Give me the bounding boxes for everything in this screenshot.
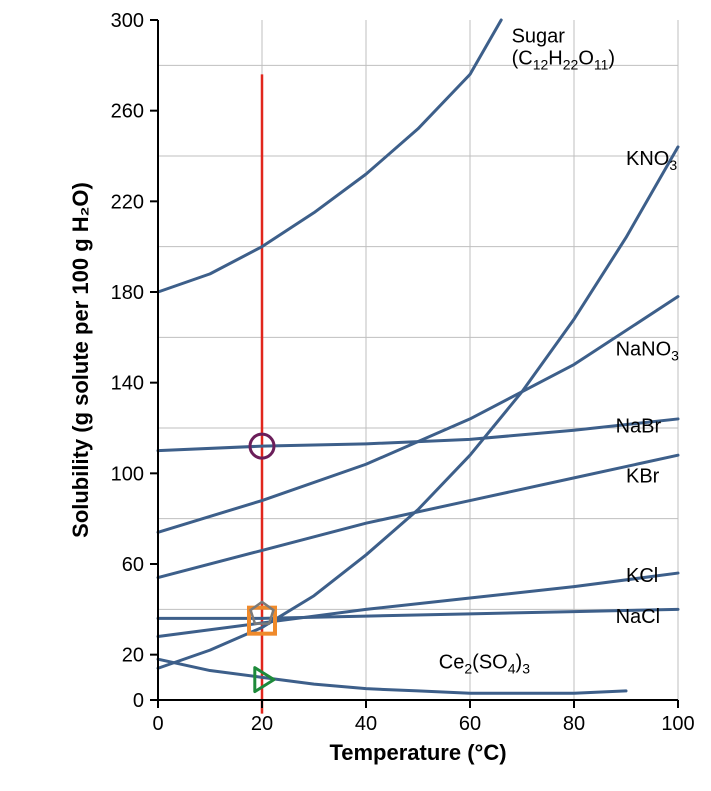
y-tick-label: 60: [122, 554, 144, 576]
x-tick-label: 40: [355, 713, 377, 735]
series-label-kbr: KBr: [626, 465, 660, 487]
y-tick-label: 300: [111, 10, 144, 32]
x-axis-label: Temperature (°C): [329, 740, 506, 765]
x-tick-label: 20: [251, 713, 273, 735]
y-tick-label: 0: [133, 690, 144, 712]
y-tick-label: 20: [122, 645, 144, 667]
y-tick-label: 100: [111, 463, 144, 485]
series-label-nacl: NaCl: [616, 606, 660, 628]
x-tick-label: 60: [459, 713, 481, 735]
y-tick-label: 260: [111, 101, 144, 123]
series-label-nabr: NaBr: [616, 416, 662, 438]
solubility-chart: 0 20 40 60 80 100 0 20 60 100 140 180 220 260 300 Tempe…: [0, 0, 711, 791]
x-tick-label: 0: [152, 713, 163, 735]
series-label-ce2so43: Ce2(SO4)3: [439, 651, 530, 676]
x-tick-label: 80: [563, 713, 585, 735]
y-tick-label: 220: [111, 191, 144, 213]
x-tick-label: 100: [661, 713, 694, 735]
y-axis-label: Solubility (g solute per 100 g H₂O): [68, 182, 93, 538]
y-tick-label: 140: [111, 373, 144, 395]
y-tick-label: 180: [111, 282, 144, 304]
series-label-nano3: NaNO3: [616, 338, 680, 363]
series-label-kcl: KCl: [626, 565, 658, 587]
